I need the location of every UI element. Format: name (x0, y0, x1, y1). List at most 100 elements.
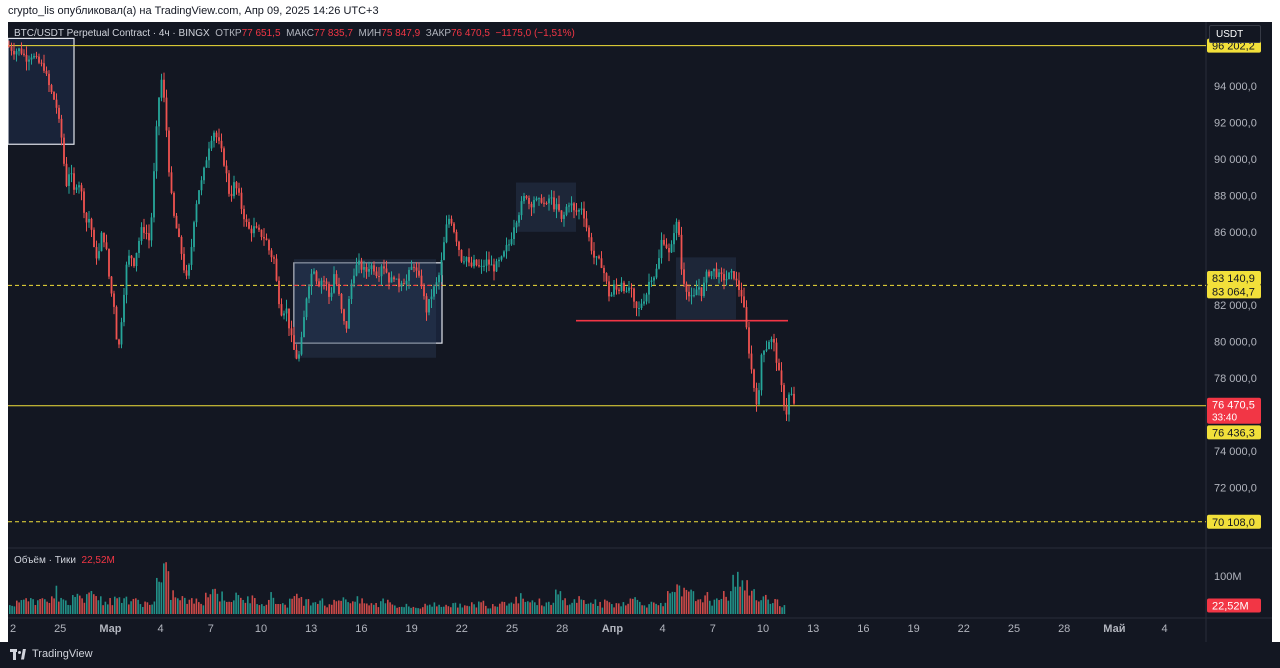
candle-body (85, 212, 88, 223)
low-label: МИН (358, 28, 382, 39)
price-tick-label: 82 000,0 (1214, 300, 1257, 312)
price-label: 70 108,0 (1212, 517, 1255, 529)
volume-bar (583, 600, 585, 614)
volume-bar (459, 603, 461, 614)
candle-body (790, 393, 793, 395)
volume-bar (622, 602, 625, 614)
volume-bar (524, 601, 527, 614)
candle-body (538, 198, 540, 200)
candle-body (478, 265, 480, 267)
candle-body (445, 224, 448, 243)
candle-body (643, 301, 645, 304)
volume-bar (499, 603, 501, 614)
candle-body (98, 251, 100, 259)
candle-body (430, 296, 433, 300)
volume-bar (293, 596, 296, 614)
volume-bar (643, 605, 646, 614)
volume-bar (758, 601, 760, 614)
volume-bar (123, 598, 125, 614)
volume-bar (9, 605, 11, 614)
price-chart[interactable]: 94 000,0 92 000,0 90 000,0 88 000,0 86 000,0… (8, 22, 1272, 642)
candle-body (415, 267, 418, 271)
volume-bar (720, 598, 723, 614)
candle-body (305, 298, 308, 318)
candle-body (73, 173, 75, 190)
volume-bar (727, 600, 730, 614)
candle-body (435, 282, 438, 287)
time-tick-label: 25 (1008, 623, 1020, 635)
volume-bar (443, 606, 445, 614)
volume-bar (226, 601, 228, 614)
volume-bar (576, 602, 578, 614)
candle-body (55, 99, 58, 108)
candle-body (153, 171, 155, 218)
volume-bar (114, 596, 116, 614)
volume-bar (256, 604, 258, 614)
candle-body (253, 226, 255, 234)
candle-body (198, 190, 200, 204)
candle-body (455, 231, 458, 242)
candle-body (385, 268, 388, 273)
chart-pane[interactable]: 94 000,0 92 000,0 90 000,0 88 000,0 86 000,0… (8, 22, 1272, 642)
volume-bar (755, 600, 758, 614)
candle-body (93, 229, 95, 248)
candle-body (778, 362, 780, 371)
volume-bar (697, 599, 699, 614)
candle-body (418, 270, 420, 276)
volume-bar (440, 606, 443, 614)
candle-body (535, 198, 538, 201)
volume-bar (356, 596, 359, 614)
volume-bar (328, 604, 331, 614)
candle-body (568, 205, 570, 207)
volume-bar (408, 606, 410, 614)
volume-bar (734, 586, 737, 614)
volume-bar (282, 603, 284, 614)
volume-bar (671, 591, 674, 614)
volume-bar (172, 590, 174, 614)
volume-bar (394, 605, 396, 614)
volume-bar (648, 604, 650, 614)
time-tick-label: 7 (710, 623, 716, 635)
price-label: 76 470,5 (1212, 400, 1255, 412)
volume-bar (419, 608, 422, 614)
time-tick-label: 25 (506, 623, 518, 635)
candle-body (583, 208, 585, 219)
currency-button[interactable]: USDT (1209, 25, 1261, 43)
high-value: 77 835,7 (314, 28, 353, 39)
volume-bar (72, 595, 74, 614)
candle-body (450, 218, 453, 224)
candle-body (530, 203, 533, 208)
volume-bar (18, 602, 20, 614)
candle-body (680, 234, 683, 270)
volume-bar (578, 596, 580, 614)
candle-body (755, 387, 758, 405)
volume-bar (398, 607, 401, 614)
time-tick-label: 16 (857, 623, 869, 635)
candle-body (625, 290, 628, 292)
time-tick-label: 22 (456, 623, 468, 635)
candle-body (260, 229, 263, 237)
candle-body (38, 56, 40, 63)
volume-bar (27, 601, 30, 614)
volume-bar (214, 588, 216, 614)
volume-bar (153, 601, 156, 614)
candle-body (223, 148, 225, 166)
volume-bar (44, 599, 46, 614)
candle-body (733, 271, 735, 279)
volume-bar (424, 603, 426, 614)
volume-bar (669, 593, 671, 614)
tradingview-logo[interactable]: TradingView (10, 648, 93, 660)
volume-bar (137, 599, 139, 614)
volume-bar (550, 604, 552, 614)
volume-bar (240, 597, 242, 614)
volume-bar (611, 604, 613, 614)
volume-bar (641, 605, 643, 614)
candle-body (770, 339, 773, 342)
volume-legend: Объём · Тики 22,52M (14, 555, 115, 566)
candle-body (45, 70, 48, 74)
time-tick-label: Мар (99, 623, 121, 635)
candle-body (48, 73, 50, 86)
time-tick-label: 13 (305, 623, 317, 635)
volume-bar (664, 602, 667, 614)
volume-bar (109, 598, 111, 614)
